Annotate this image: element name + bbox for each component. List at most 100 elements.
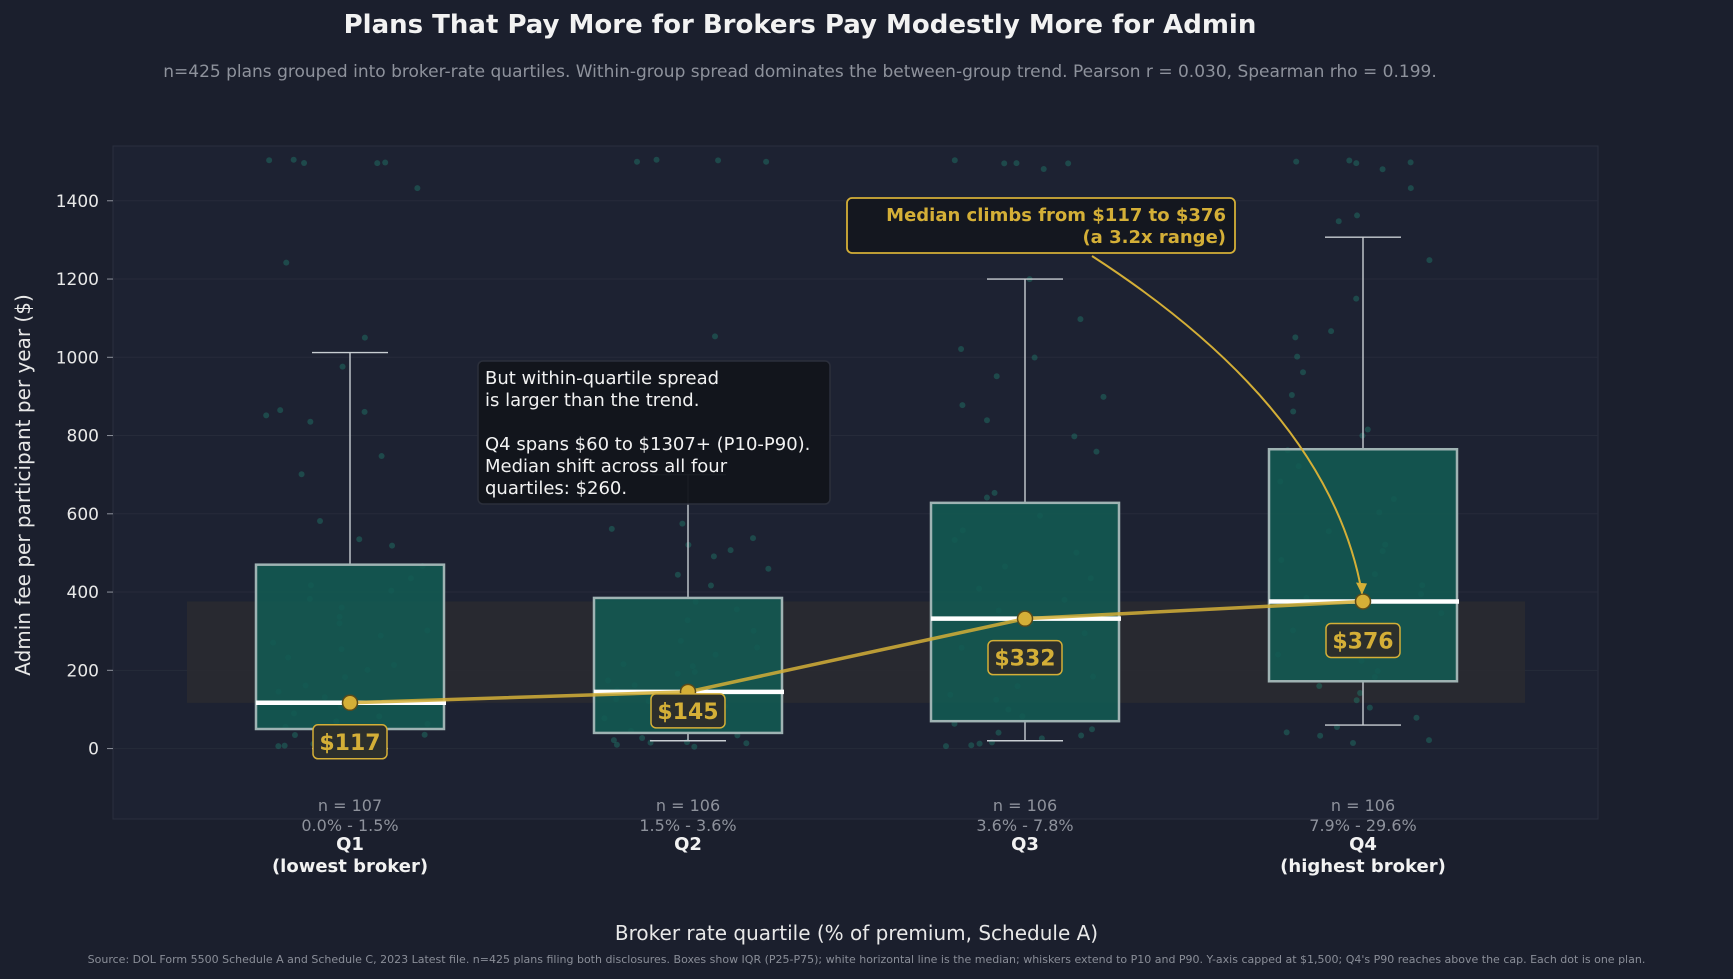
group-count-label: n = 106 bbox=[1331, 796, 1395, 815]
data-point bbox=[951, 157, 958, 164]
median-value-label: $376 bbox=[1332, 629, 1393, 654]
data-point bbox=[691, 743, 698, 750]
data-point bbox=[958, 346, 965, 353]
median-value-label: $332 bbox=[994, 647, 1055, 672]
data-point bbox=[1283, 729, 1290, 736]
data-point bbox=[1426, 737, 1433, 744]
y-tick-label: 0 bbox=[88, 740, 99, 760]
data-point bbox=[1366, 704, 1373, 711]
data-point bbox=[1353, 697, 1360, 704]
x-tick-label: Q2 bbox=[674, 834, 702, 855]
data-point bbox=[1316, 683, 1323, 690]
data-point bbox=[389, 542, 396, 549]
data-point bbox=[1413, 714, 1420, 721]
data-point bbox=[266, 157, 273, 164]
data-point bbox=[1290, 408, 1297, 415]
data-point bbox=[298, 471, 305, 478]
data-point bbox=[291, 732, 298, 739]
x-tick-label: Q3 bbox=[1011, 834, 1039, 855]
median-marker-q3 bbox=[1016, 610, 1034, 627]
data-point bbox=[983, 494, 990, 501]
data-point bbox=[307, 418, 314, 425]
data-point bbox=[1407, 185, 1414, 192]
median-marker-q1 bbox=[341, 694, 359, 712]
y-axis-label: Admin fee per participant per year ($) bbox=[11, 294, 35, 676]
data-point bbox=[1288, 391, 1295, 398]
data-point bbox=[1001, 160, 1008, 167]
data-point bbox=[414, 185, 421, 192]
data-point bbox=[1357, 690, 1364, 697]
data-point bbox=[1293, 158, 1300, 165]
data-point bbox=[1078, 732, 1085, 739]
data-point bbox=[374, 160, 381, 167]
broker-range-label: 3.6% - 7.8% bbox=[976, 816, 1073, 835]
data-point bbox=[361, 334, 368, 341]
chart-title: Plans That Pay More for Brokers Pay Mode… bbox=[343, 10, 1257, 40]
data-point bbox=[1040, 166, 1047, 173]
note-line: quartiles: $260. bbox=[485, 478, 627, 499]
data-point bbox=[715, 157, 722, 164]
broker-range-label: 7.9% - 29.6% bbox=[1309, 816, 1416, 835]
data-point bbox=[710, 553, 717, 560]
callout-box bbox=[846, 197, 1236, 254]
data-point bbox=[382, 159, 389, 166]
data-point bbox=[743, 740, 750, 747]
data-point bbox=[361, 408, 368, 415]
data-point bbox=[983, 417, 990, 424]
callout-line-1: Median climbs from $117 to $376 bbox=[886, 205, 1226, 226]
callout-arrow bbox=[1091, 255, 1363, 594]
data-point bbox=[639, 734, 646, 741]
median-badge-q1 bbox=[312, 724, 388, 760]
x-tick-label: Q1 bbox=[336, 834, 364, 855]
data-point bbox=[1328, 328, 1335, 335]
data-point bbox=[959, 402, 966, 409]
data-point bbox=[1093, 448, 1100, 455]
data-point bbox=[1089, 726, 1096, 733]
data-point bbox=[634, 158, 641, 165]
data-point bbox=[993, 373, 1000, 380]
x-tick-label: Q4 bbox=[1349, 834, 1377, 855]
data-point bbox=[968, 742, 975, 749]
callout-line-2: (a 3.2x range) bbox=[1082, 227, 1226, 248]
data-point bbox=[712, 333, 719, 340]
data-point bbox=[339, 363, 346, 370]
data-point bbox=[608, 525, 615, 532]
group-count-label: n = 106 bbox=[656, 796, 720, 815]
data-point bbox=[942, 743, 949, 750]
broker-range-label: 1.5% - 3.6% bbox=[639, 816, 736, 835]
note-line: Median shift across all four bbox=[485, 456, 728, 477]
note-box bbox=[477, 360, 831, 505]
data-point bbox=[1317, 732, 1324, 739]
data-point bbox=[1031, 354, 1038, 361]
data-point bbox=[674, 571, 681, 578]
data-point bbox=[995, 729, 1002, 736]
data-point bbox=[1350, 740, 1357, 747]
group-count-label: n = 107 bbox=[318, 796, 382, 815]
y-tick-label: 1000 bbox=[56, 348, 99, 368]
data-point bbox=[1364, 426, 1371, 433]
data-point bbox=[1335, 218, 1342, 225]
data-point bbox=[1346, 157, 1353, 164]
data-point bbox=[1071, 433, 1078, 440]
data-point bbox=[1065, 160, 1072, 167]
data-point bbox=[356, 536, 363, 543]
data-point bbox=[1013, 160, 1020, 167]
note-line: Q4 spans $60 to $1307+ (P10-P90). bbox=[485, 434, 810, 455]
data-point bbox=[301, 159, 308, 166]
data-point bbox=[263, 412, 270, 419]
data-point bbox=[421, 731, 428, 738]
chart-subtitle: n=425 plans grouped into broker-rate qua… bbox=[163, 62, 1437, 82]
median-badge-q2 bbox=[650, 693, 726, 729]
data-point bbox=[1353, 295, 1360, 302]
data-point bbox=[707, 582, 714, 589]
data-point bbox=[378, 453, 385, 460]
data-point bbox=[1300, 369, 1307, 376]
median-marker-q4 bbox=[1354, 593, 1372, 610]
data-point bbox=[976, 740, 983, 747]
y-tick-label: 600 bbox=[67, 505, 99, 525]
data-point bbox=[290, 156, 297, 163]
broker-range-label: 0.0% - 1.5% bbox=[301, 816, 398, 835]
data-point bbox=[1407, 159, 1414, 166]
median-value-label: $145 bbox=[657, 700, 718, 725]
x-tick-sublabel: (highest broker) bbox=[1280, 856, 1446, 877]
